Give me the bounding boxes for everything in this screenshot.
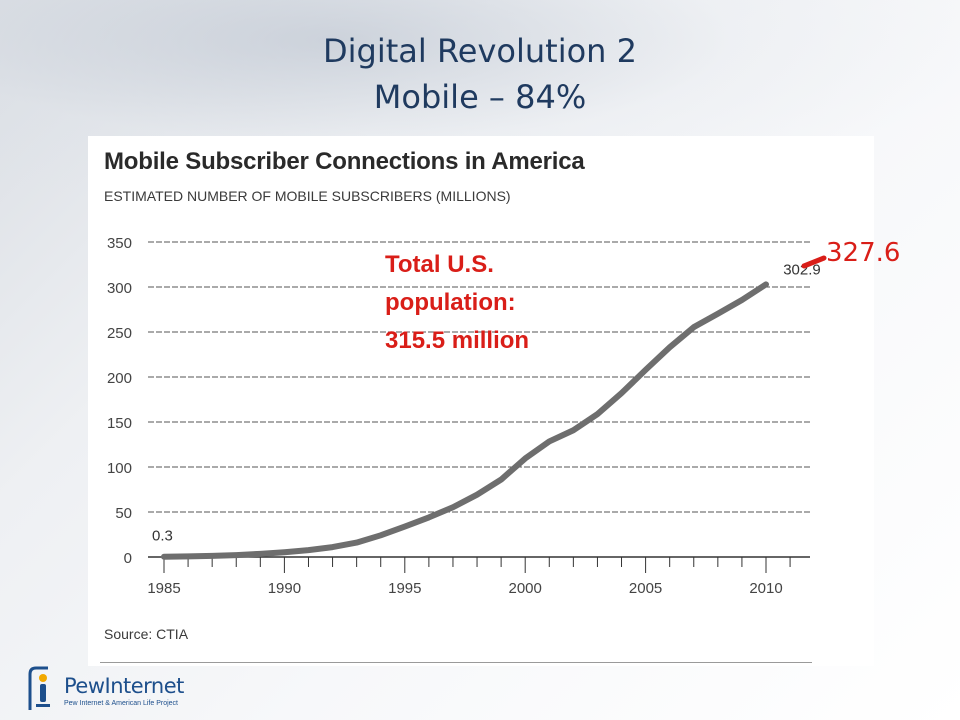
x-tick-label: 1990 <box>268 580 301 597</box>
data-point <box>163 556 165 558</box>
data-point <box>259 553 261 555</box>
x-tick-label: 2005 <box>629 580 662 597</box>
slide-title-line1: Digital Revolution 2 <box>323 32 637 70</box>
chart-subtitle: ESTIMATED NUMBER OF MOBILE SUBSCRIBERS (… <box>104 188 511 204</box>
data-point <box>187 555 189 557</box>
y-tick-label: 200 <box>107 370 132 387</box>
data-point <box>211 555 213 557</box>
data-point <box>596 413 598 415</box>
annotation-line3: 315.5 million <box>385 327 530 354</box>
bottom-divider <box>100 662 812 663</box>
data-point <box>621 392 623 394</box>
annotation-line2: population: <box>385 289 516 316</box>
slide-title: Digital Revolution 2 Mobile – 84% <box>0 28 960 120</box>
population-marker-line <box>801 255 827 269</box>
logo-tagline: Pew Internet & American Life Project <box>64 700 178 707</box>
data-point <box>717 313 719 315</box>
population-annotation: Total U.S. population: 315.5 million <box>385 246 529 360</box>
data-point <box>693 326 695 328</box>
series-line <box>161 281 769 560</box>
data-point <box>500 479 502 481</box>
logo-name: PewInternet <box>64 674 184 698</box>
chart-panel <box>88 136 874 666</box>
y-tick-label: 100 <box>107 460 132 477</box>
slide-title-line2: Mobile – 84% <box>373 78 587 116</box>
population-marker-value: 327.6 <box>826 238 901 268</box>
annotation-line1: Total U.S. <box>385 251 494 278</box>
data-point <box>307 549 309 551</box>
y-tick-label: 350 <box>107 235 132 252</box>
data-point <box>356 542 358 544</box>
y-tick-label: 0 <box>124 550 132 567</box>
data-point <box>283 551 285 553</box>
data-point <box>404 526 406 528</box>
data-point <box>476 494 478 496</box>
y-tick-label: 250 <box>107 325 132 342</box>
data-point <box>572 429 574 431</box>
chart-source: Source: CTIA <box>104 626 189 642</box>
x-tick-label: 1985 <box>147 580 180 597</box>
data-point <box>452 506 454 508</box>
chart-title: Mobile Subscriber Connections in America <box>104 148 585 175</box>
data-point <box>380 534 382 536</box>
data-point <box>524 457 526 459</box>
y-tick-label: 300 <box>107 280 132 297</box>
data-point <box>765 283 767 285</box>
x-tick-label: 1995 <box>388 580 421 597</box>
data-point <box>332 546 334 548</box>
pew-internet-logo: PewInternet Pew Internet & American Life… <box>26 664 186 714</box>
y-tick-label: 50 <box>115 505 132 522</box>
data-label: 0.3 <box>152 528 173 545</box>
data-point <box>428 516 430 518</box>
data-point <box>741 299 743 301</box>
x-tick-label: 2000 <box>509 580 542 597</box>
data-point <box>669 346 671 348</box>
data-point <box>235 554 237 556</box>
pew-logo-icon <box>28 666 50 710</box>
data-point <box>645 369 647 371</box>
y-tick-label: 150 <box>107 415 132 432</box>
x-tick-label: 2010 <box>749 580 782 597</box>
data-point <box>548 440 550 442</box>
